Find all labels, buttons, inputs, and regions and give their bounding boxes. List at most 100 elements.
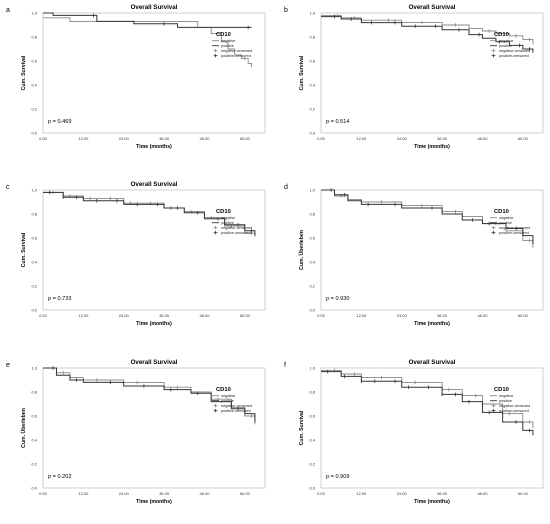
legend-entry: negative xyxy=(499,216,513,220)
x-tick-label: 12.00 xyxy=(78,313,89,318)
p-value: p = 0.930 xyxy=(326,296,349,302)
x-tick-label: 48.00 xyxy=(477,491,488,496)
plot-frame xyxy=(42,12,266,134)
series-line-positive xyxy=(43,367,256,422)
legend-entry: negative-censored xyxy=(499,226,530,230)
x-tick-label: 12.00 xyxy=(356,313,367,318)
y-tick-label: 0.4 xyxy=(309,83,315,88)
x-tick-label: 36.00 xyxy=(437,491,448,496)
y-tick-label: 0.2 xyxy=(309,284,315,289)
legend-entry: positive xyxy=(221,44,234,48)
panel-letter: d xyxy=(284,184,288,191)
y-tick-label: 0.8 xyxy=(31,212,37,217)
y-tick-label: 0.2 xyxy=(31,284,37,289)
y-axis-label: Cum. Survival xyxy=(21,55,27,90)
panel-letter: c xyxy=(6,184,10,191)
km-panel-d: d 0.0 0.2 0.4 0.6 0.8 1.0 0.00 12.00 24.00 36.00 48… xyxy=(278,177,548,342)
x-tick-label: 24.00 xyxy=(119,136,130,141)
series-line-negative xyxy=(43,17,252,67)
y-tick-label: 0.6 xyxy=(31,236,37,241)
plot-frame xyxy=(42,367,266,489)
x-tick-label: 60.00 xyxy=(240,491,251,496)
series-line-positive xyxy=(43,191,256,236)
legend-entry: negative xyxy=(221,39,235,43)
legend-entry: negative-censored xyxy=(221,404,252,408)
p-value: p = 0.909 xyxy=(326,474,349,480)
x-tick-label: 12.00 xyxy=(78,491,89,496)
x-tick-label: 24.00 xyxy=(119,491,130,496)
x-tick-label: 36.00 xyxy=(437,136,448,141)
km-panel-c: c Overall Survival 0.0 0.2 0.4 0.6 0.8 1.0 0.00 1… xyxy=(0,177,270,342)
y-tick-label: 0.6 xyxy=(31,59,37,64)
legend-entry: positive xyxy=(499,399,512,403)
km-plot-f: f Overall Survival 0.0 0.2 0.4 0.6 0.8 1.0 0.00 1… xyxy=(284,359,544,505)
legend-title: CD10 xyxy=(494,209,509,215)
x-tick-label: 0.00 xyxy=(317,136,326,141)
p-value: p = 0.514 xyxy=(326,119,349,125)
chart-title: Overall Survival xyxy=(131,181,178,188)
x-tick-label: 36.00 xyxy=(159,313,170,318)
y-tick-label: 0.8 xyxy=(31,390,37,395)
x-tick-label: 24.00 xyxy=(397,313,408,318)
x-tick-label: 0.00 xyxy=(39,491,48,496)
chart-title: Overall Survival xyxy=(409,4,456,11)
x-axis-label: Time (months) xyxy=(414,144,450,150)
series-line-negative xyxy=(321,369,534,428)
x-tick-label: 60.00 xyxy=(518,136,529,141)
legend-entry: negative xyxy=(221,394,235,398)
x-tick-label: 48.00 xyxy=(477,136,488,141)
y-tick-label: 0.6 xyxy=(309,414,315,419)
y-tick-label: 0.0 xyxy=(309,131,315,136)
y-tick-label: 1.0 xyxy=(31,366,37,371)
km-plot-a: a Overall Survival 0.0 0.2 0.4 0.6 0.8 1.0 0.00 1… xyxy=(6,4,266,150)
y-tick-label: 0.6 xyxy=(31,414,37,419)
legend-entry: positive-censored xyxy=(499,231,529,235)
km-panel-a: a Overall Survival 0.0 0.2 0.4 0.6 0.8 1.0 0.00 1… xyxy=(0,0,270,165)
x-tick-label: 48.00 xyxy=(199,313,210,318)
y-tick-label: 0.8 xyxy=(31,35,37,40)
y-tick-label: 0.4 xyxy=(309,260,315,265)
km-plot-e: e Overall Survival 0.0 0.2 0.4 0.6 0.8 1.0 0.00 1… xyxy=(6,359,266,505)
legend-entry: negative xyxy=(499,39,513,43)
y-tick-label: 0.2 xyxy=(309,107,315,112)
legend-entry: positive-censored xyxy=(499,54,529,58)
x-tick-label: 36.00 xyxy=(437,313,448,318)
x-tick-label: 0.00 xyxy=(39,313,48,318)
y-axis-label: Cum. Survival xyxy=(299,410,305,445)
y-tick-label: 0.4 xyxy=(31,260,37,265)
x-axis-label: Time (months) xyxy=(136,499,172,505)
y-tick-label: 0.0 xyxy=(31,131,37,136)
x-tick-label: 36.00 xyxy=(159,136,170,141)
y-tick-label: 1.0 xyxy=(31,11,37,16)
p-value: p = 0.202 xyxy=(48,474,71,480)
legend-entry: positive-censored xyxy=(221,54,251,58)
legend-entry: positive-censored xyxy=(221,409,251,413)
y-tick-label: 0.0 xyxy=(309,486,315,491)
km-panel-f: f Overall Survival 0.0 0.2 0.4 0.6 0.8 1.0 0.00 1… xyxy=(278,355,548,520)
legend-entry: positive xyxy=(499,44,512,48)
y-tick-label: 0.0 xyxy=(309,308,315,313)
chart-title: Overall Survival xyxy=(131,359,178,366)
km-panel-b: b Overall Survival 0.0 0.2 0.4 0.6 0.8 1.0 0.00 1… xyxy=(278,0,548,165)
x-tick-label: 48.00 xyxy=(199,136,210,141)
p-value: p = 0.733 xyxy=(48,296,71,302)
y-tick-label: 0.8 xyxy=(309,212,315,217)
legend-title: CD10 xyxy=(216,209,231,215)
x-tick-label: 48.00 xyxy=(477,313,488,318)
legend-entry: negative-censored xyxy=(499,49,530,53)
plot-frame xyxy=(42,189,266,311)
km-plot-d: d 0.0 0.2 0.4 0.6 0.8 1.0 0.00 12.00 24.00 36.00 48… xyxy=(284,184,544,327)
legend-title: CD10 xyxy=(216,387,231,393)
legend-entry: negative-censored xyxy=(499,404,530,408)
y-tick-label: 1.0 xyxy=(309,366,315,371)
x-tick-label: 0.00 xyxy=(39,136,48,141)
y-tick-label: 0.6 xyxy=(309,59,315,64)
y-tick-label: 0.2 xyxy=(31,462,37,467)
legend-entry: positive xyxy=(221,399,234,403)
x-axis-label: Time (months) xyxy=(136,321,172,327)
series-line-positive xyxy=(321,16,534,53)
y-axis-label: Cum. Überleben xyxy=(298,230,305,270)
y-tick-label: 0.0 xyxy=(31,486,37,491)
y-tick-label: 0.0 xyxy=(31,308,37,313)
plot-frame xyxy=(320,367,544,489)
